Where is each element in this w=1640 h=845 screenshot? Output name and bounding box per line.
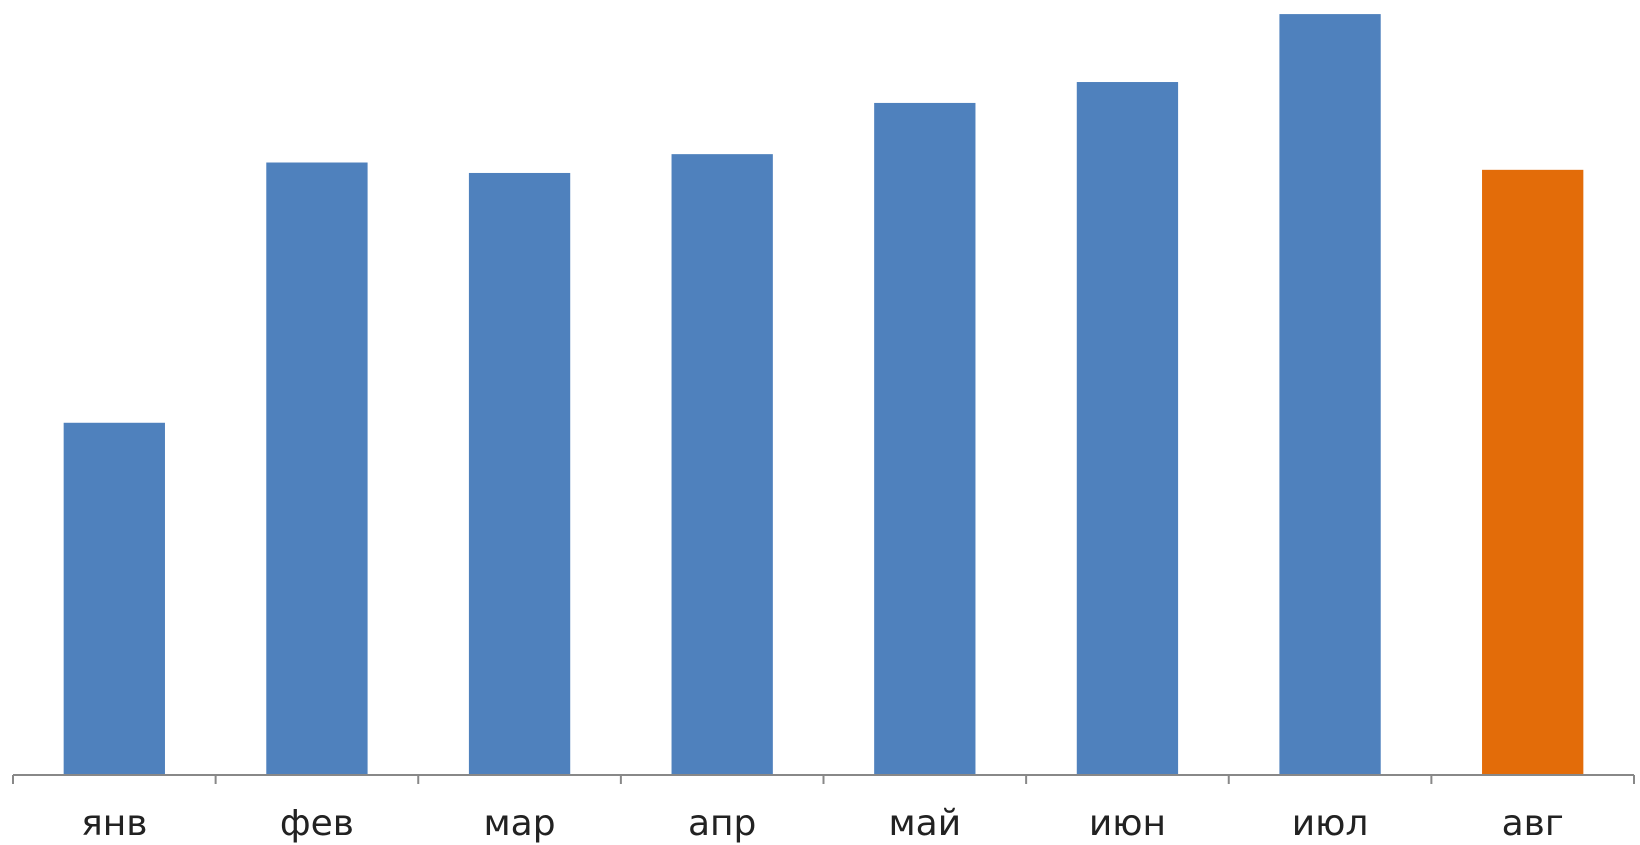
- x-tick-label: янв: [81, 803, 147, 844]
- bar: [874, 102, 976, 776]
- bar: [1076, 82, 1179, 776]
- x-tick-label: фев: [280, 803, 354, 844]
- bar: [63, 422, 165, 775]
- bar: [671, 154, 773, 775]
- x-tick-label: авг: [1502, 803, 1564, 844]
- bar: [266, 162, 368, 775]
- x-tick-label: мар: [484, 803, 556, 844]
- bar: [468, 172, 571, 775]
- bar: [1482, 169, 1584, 775]
- x-tick-label: июн: [1089, 803, 1166, 844]
- x-tick-label: май: [889, 803, 962, 844]
- bar: [1279, 14, 1381, 776]
- x-tick-label: апр: [688, 803, 756, 844]
- x-tick-label: июл: [1292, 803, 1369, 844]
